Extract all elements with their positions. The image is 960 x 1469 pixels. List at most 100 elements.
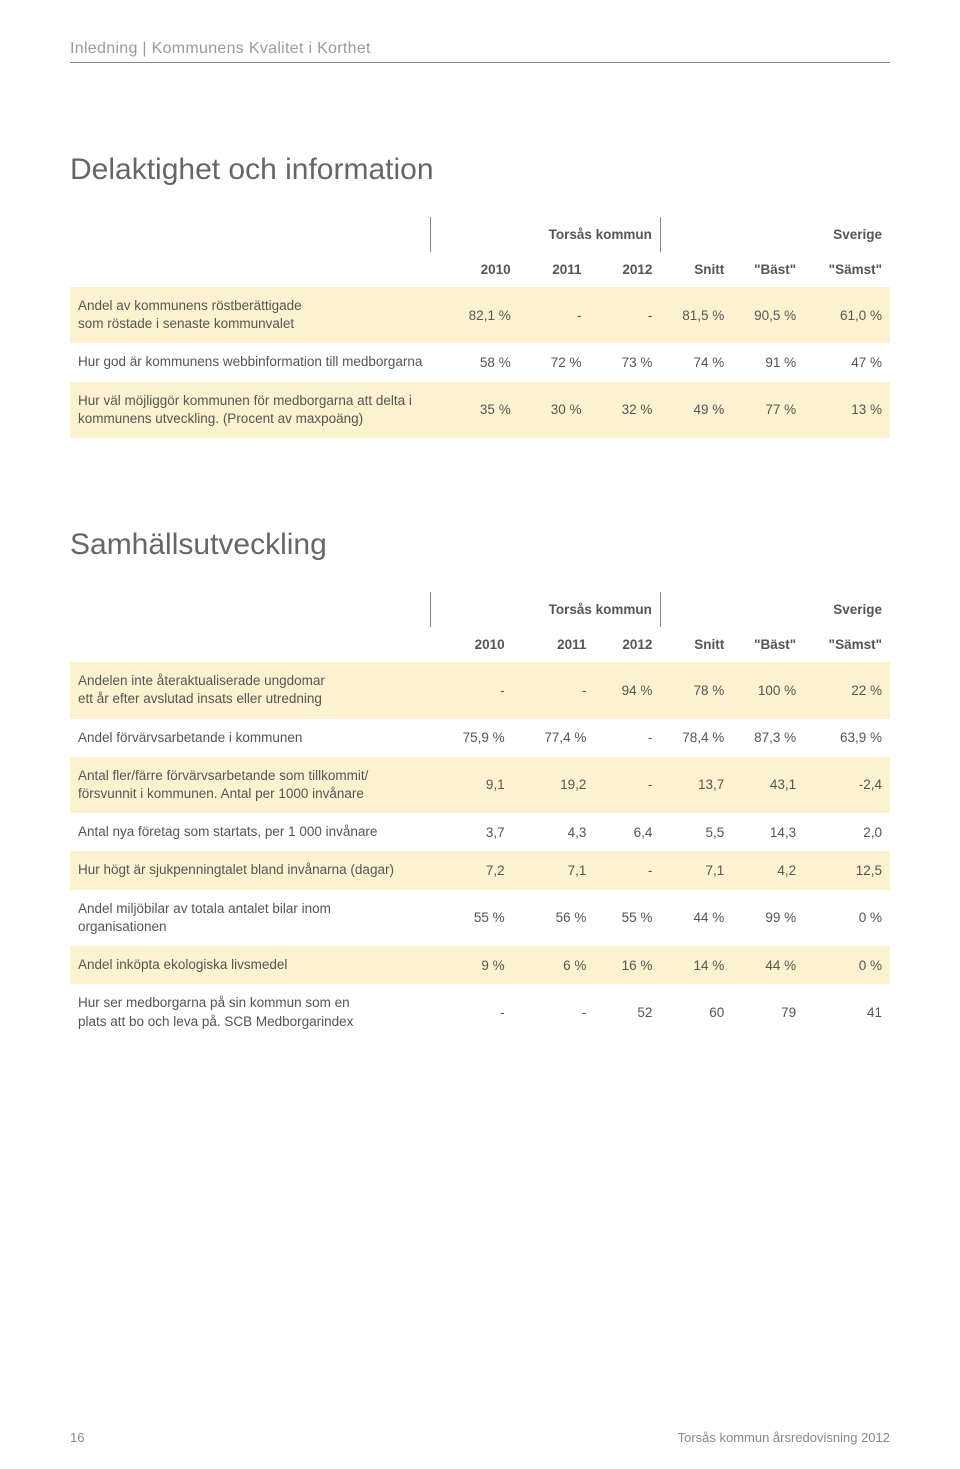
table-row: Hur god är kommunens webbinformation til…	[70, 343, 890, 381]
table-row: Andel förvärvsarbetande i kommunen75,9 %…	[70, 719, 890, 757]
col-samst: "Sämst"	[804, 627, 890, 662]
cell: -	[431, 662, 513, 718]
cell: 56 %	[513, 890, 595, 946]
cell: 2,0	[804, 813, 890, 851]
cell: -	[590, 287, 661, 343]
cell: 78,4 %	[660, 719, 732, 757]
row-label: Andel inköpta ekologiska livsmedel	[70, 946, 431, 984]
col-bast: "Bäst"	[732, 252, 804, 287]
row-label: Hur högt är sjukpenningtalet bland invån…	[70, 851, 431, 889]
cell: -	[513, 984, 595, 1040]
cell: 0 %	[804, 946, 890, 984]
col-blank	[70, 627, 431, 662]
group-header-right: Sverige	[660, 592, 890, 627]
cell: 79	[732, 984, 804, 1040]
cell: 41	[804, 984, 890, 1040]
table-corner	[70, 217, 431, 252]
row-label: Andel förvärvsarbetande i kommunen	[70, 719, 431, 757]
group-header-left: Torsås kommun	[431, 217, 661, 252]
cell: 16 %	[594, 946, 660, 984]
cell: 49 %	[660, 382, 732, 438]
cell: 30 %	[519, 382, 590, 438]
table-row: Hur högt är sjukpenningtalet bland invån…	[70, 851, 890, 889]
cell: 7,2	[431, 851, 513, 889]
page-footer: 16 Torsås kommun årsredovisning 2012	[70, 1430, 890, 1445]
col-2012: 2012	[590, 252, 661, 287]
col-2010: 2010	[431, 627, 513, 662]
cell: -	[594, 719, 660, 757]
table-row: Antal nya företag som startats, per 1 00…	[70, 813, 890, 851]
cell: 63,9 %	[804, 719, 890, 757]
table-row: Hur väl möjliggör kommunen för medborgar…	[70, 382, 890, 438]
group-header-right: Sverige	[660, 217, 890, 252]
cell: -	[513, 662, 595, 718]
table-row: Antal fler/färre förvärvsarbetande som t…	[70, 757, 890, 813]
cell: 35 %	[431, 382, 519, 438]
section2-table: Torsås kommun Sverige 2010 2011 2012 Sni…	[70, 592, 890, 1041]
cell: 14 %	[660, 946, 732, 984]
cell: 5,5	[660, 813, 732, 851]
cell: 55 %	[431, 890, 513, 946]
cell: 99 %	[732, 890, 804, 946]
col-2011: 2011	[519, 252, 590, 287]
cell: 82,1 %	[431, 287, 519, 343]
cell: 19,2	[513, 757, 595, 813]
col-2010: 2010	[431, 252, 519, 287]
table-row: Andel miljöbilar av totala antalet bilar…	[70, 890, 890, 946]
col-2011: 2011	[513, 627, 595, 662]
row-label: Hur väl möjliggör kommunen för medborgar…	[70, 382, 431, 438]
cell: -	[519, 287, 590, 343]
cell: 44 %	[732, 946, 804, 984]
cell: 4,3	[513, 813, 595, 851]
cell: 44 %	[660, 890, 732, 946]
cell: 74 %	[660, 343, 732, 381]
row-label: Hur ser medborgarna på sin kommun som en…	[70, 984, 431, 1040]
cell: -	[594, 757, 660, 813]
cell: 4,2	[732, 851, 804, 889]
table-row: Andel av kommunens röstberättigadesom rö…	[70, 287, 890, 343]
cell: 91 %	[732, 343, 804, 381]
col-samst: "Sämst"	[804, 252, 890, 287]
cell: 61,0 %	[804, 287, 890, 343]
col-bast: "Bäst"	[732, 627, 804, 662]
cell: 73 %	[590, 343, 661, 381]
cell: 47 %	[804, 343, 890, 381]
section2-title: Samhällsutveckling	[70, 528, 890, 562]
cell: 52	[594, 984, 660, 1040]
section1-table: Torsås kommun Sverige 2010 2011 2012 Sni…	[70, 217, 890, 438]
cell: 14,3	[732, 813, 804, 851]
page-number: 16	[70, 1430, 84, 1445]
cell: -	[594, 851, 660, 889]
cell: 6 %	[513, 946, 595, 984]
cell: 13,7	[660, 757, 732, 813]
table-row: Hur ser medborgarna på sin kommun som en…	[70, 984, 890, 1040]
table-row: Andel inköpta ekologiska livsmedel9 %6 %…	[70, 946, 890, 984]
cell: 77 %	[732, 382, 804, 438]
cell: 81,5 %	[660, 287, 732, 343]
cell: 94 %	[594, 662, 660, 718]
table-corner	[70, 592, 431, 627]
cell: 55 %	[594, 890, 660, 946]
cell: 9,1	[431, 757, 513, 813]
col-2012: 2012	[594, 627, 660, 662]
cell: 22 %	[804, 662, 890, 718]
cell: -2,4	[804, 757, 890, 813]
cell: 7,1	[660, 851, 732, 889]
cell: 72 %	[519, 343, 590, 381]
row-label: Andel miljöbilar av totala antalet bilar…	[70, 890, 431, 946]
section1-title: Delaktighet och information	[70, 153, 890, 187]
cell: 7,1	[513, 851, 595, 889]
col-blank	[70, 252, 431, 287]
cell: 43,1	[732, 757, 804, 813]
table-row: Andelen inte återaktualiserade ungdomare…	[70, 662, 890, 718]
breadcrumb: Inledning | Kommunens Kvalitet i Korthet	[70, 40, 890, 63]
col-snitt: Snitt	[660, 252, 732, 287]
cell: 6,4	[594, 813, 660, 851]
cell: 32 %	[590, 382, 661, 438]
group-header-left: Torsås kommun	[431, 592, 661, 627]
cell: 75,9 %	[431, 719, 513, 757]
row-label: Antal fler/färre förvärvsarbetande som t…	[70, 757, 431, 813]
cell: 58 %	[431, 343, 519, 381]
cell: 13 %	[804, 382, 890, 438]
cell: 100 %	[732, 662, 804, 718]
